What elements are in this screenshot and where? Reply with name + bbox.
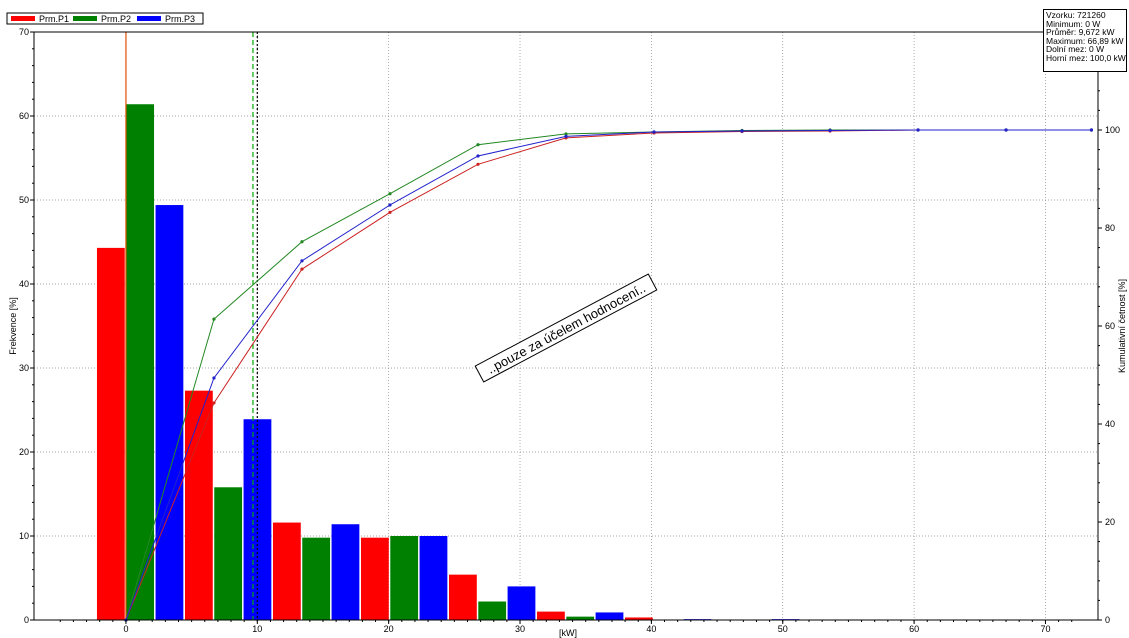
x-tick-label-10: 10 xyxy=(252,624,262,634)
bar-prm-p1-3 xyxy=(360,537,389,620)
bar-prm-p1-6 xyxy=(625,617,653,620)
bar-prm-p2-5 xyxy=(566,616,595,620)
cumulative-point-prm-p3-1 xyxy=(212,376,216,380)
y-tick-label-20: 20 xyxy=(19,447,29,457)
x-tick-label-40: 40 xyxy=(646,624,656,634)
cumulative-point-prm-p2-4 xyxy=(476,143,480,147)
legend-label-p1: Prm.P1 xyxy=(39,14,69,24)
bar-prm-p1-1 xyxy=(184,390,213,620)
bar-prm-p1-0 xyxy=(96,247,125,620)
legend-label-p2: Prm.P2 xyxy=(101,14,131,24)
cumulative-lines xyxy=(124,128,1094,622)
cumulative-point-prm-p2-2 xyxy=(300,240,304,244)
y-tick-label-60: 60 xyxy=(19,111,29,121)
cumulative-point-prm-p1-4 xyxy=(476,162,480,166)
cumulative-line-prm-p3 xyxy=(125,129,1092,621)
x-axis-label: [kW] xyxy=(559,628,577,638)
y2-tick-label-20: 20 xyxy=(1105,517,1115,527)
bar-prm-p3-0 xyxy=(155,205,184,621)
cumulative-point-prm-p3-2 xyxy=(300,259,304,263)
x-tick-label-20: 20 xyxy=(384,624,394,634)
bar-prm-p3-5 xyxy=(595,612,624,620)
reference-lines xyxy=(125,32,258,620)
bar-prm-p3-4 xyxy=(507,586,536,620)
bar-prm-p1-2 xyxy=(272,522,301,620)
stat-lower-limit: Dolní mez: 0 W xyxy=(1046,44,1105,55)
x-tick-label-70: 70 xyxy=(1040,624,1050,634)
y2-axis-label: Kumulativní četnost [%] xyxy=(1117,279,1127,373)
legend-swatch-p2 xyxy=(73,16,97,21)
y2-tick-label-40: 40 xyxy=(1105,419,1115,429)
cumulative-point-prm-p3-8 xyxy=(828,128,832,133)
x-tick-label-30: 30 xyxy=(515,624,525,634)
y2-tick-label-0: 0 xyxy=(1105,615,1110,625)
cumulative-point-prm-p3-3 xyxy=(388,203,392,207)
legend-label-p3: Prm.P3 xyxy=(165,14,195,24)
stat-samples: Vzorku: 721260 xyxy=(1046,10,1106,20)
statistics-box: Vzorku: 721260 Minimum: 0 W Průměr: 9,67… xyxy=(1043,9,1127,72)
cumulative-point-prm-p3-7 xyxy=(740,129,744,133)
bar-prm-p2-4 xyxy=(478,601,507,620)
bar-prm-p1-4 xyxy=(449,574,477,620)
cumulative-point-prm-p3-9 xyxy=(916,128,920,132)
cumulative-point-prm-p3-5 xyxy=(564,134,568,138)
tick-labels: 0 10 20 30 40 50 60 70 0 20 40 60 80 100 0 10 20 30 40 50 60… xyxy=(19,27,1120,634)
watermark-box xyxy=(474,273,658,383)
bar-prm-p2-1 xyxy=(214,487,243,620)
cumulative-point-prm-p3-4 xyxy=(476,154,480,158)
legend-box xyxy=(6,12,204,25)
y2-tick-label-80: 80 xyxy=(1105,223,1115,233)
y-tick-label-10: 10 xyxy=(19,531,29,541)
bar-prm-p3-3 xyxy=(419,536,448,620)
bars xyxy=(96,104,800,621)
y2-tick-label-100: 100 xyxy=(1105,125,1120,135)
cumulative-point-prm-p2-1 xyxy=(212,317,216,321)
cumulative-point-prm-p2-5 xyxy=(564,132,568,136)
bar-prm-p2-0 xyxy=(126,104,155,621)
x-tick-label-50: 50 xyxy=(778,624,788,634)
bar-prm-p3-2 xyxy=(331,524,360,620)
stat-upper-limit: Horní mez: 100,0 kW xyxy=(1046,52,1126,63)
y-tick-label-30: 30 xyxy=(19,363,29,373)
bar-prm-p1-5 xyxy=(537,611,565,620)
stat-minimum: Minimum: 0 W xyxy=(1046,18,1101,29)
legend: Prm.P1 Prm.P2 Prm.P3 xyxy=(6,12,204,25)
y-tick-label-0: 0 xyxy=(24,615,29,625)
cumulative-point-prm-p2-3 xyxy=(388,192,392,196)
x-tick-label-60: 60 xyxy=(909,624,919,634)
bar-prm-p2-3 xyxy=(390,536,419,620)
y-tick-label-70: 70 xyxy=(19,27,29,37)
axes xyxy=(30,31,1102,624)
stat-maximum: Maximum: 66,89 kW xyxy=(1046,35,1124,46)
cumulative-point-prm-p1-3 xyxy=(388,210,392,214)
bar-prm-p2-2 xyxy=(302,537,331,620)
cumulative-point-prm-p1-2 xyxy=(300,267,304,271)
y-tick-label-40: 40 xyxy=(19,279,29,289)
cumulative-point-prm-p3-10 xyxy=(1004,128,1008,132)
x-tick-label-0: 0 xyxy=(123,624,128,634)
cumulative-point-prm-p3-6 xyxy=(652,130,656,134)
stat-mean: Průměr: 9,672 kW xyxy=(1046,27,1115,38)
y2-tick-label-60: 60 xyxy=(1105,321,1115,331)
y-axis-label: Frekvence [%] xyxy=(8,297,18,355)
cumulative-point-prm-p1-1 xyxy=(212,401,216,405)
legend-swatch-p1 xyxy=(11,16,35,21)
cumulative-point-prm-p3-11 xyxy=(1089,128,1094,132)
y-tick-label-50: 50 xyxy=(19,195,29,205)
legend-swatch-p3 xyxy=(137,16,161,21)
